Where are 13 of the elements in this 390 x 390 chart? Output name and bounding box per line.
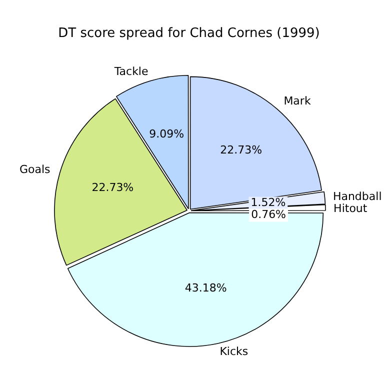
- data-label: 22.73%: [220, 144, 262, 157]
- slice-label: Kicks: [220, 344, 248, 358]
- slice-label: Tackle: [113, 64, 148, 78]
- data-label: 43.18%: [184, 281, 227, 294]
- data-label: 0.76%: [251, 208, 286, 222]
- slice-label: Handball: [332, 190, 382, 203]
- slice-label: Goals: [19, 162, 51, 176]
- data-label: 9.09%: [149, 127, 184, 140]
- chart-title: DT score spread for Chad Cornes (1999): [58, 26, 320, 42]
- data-label: 22.73%: [92, 181, 134, 194]
- data-label: 1.52%: [250, 196, 286, 210]
- slice-label: Mark: [284, 94, 312, 108]
- slice-label: Hitout: [334, 202, 368, 215]
